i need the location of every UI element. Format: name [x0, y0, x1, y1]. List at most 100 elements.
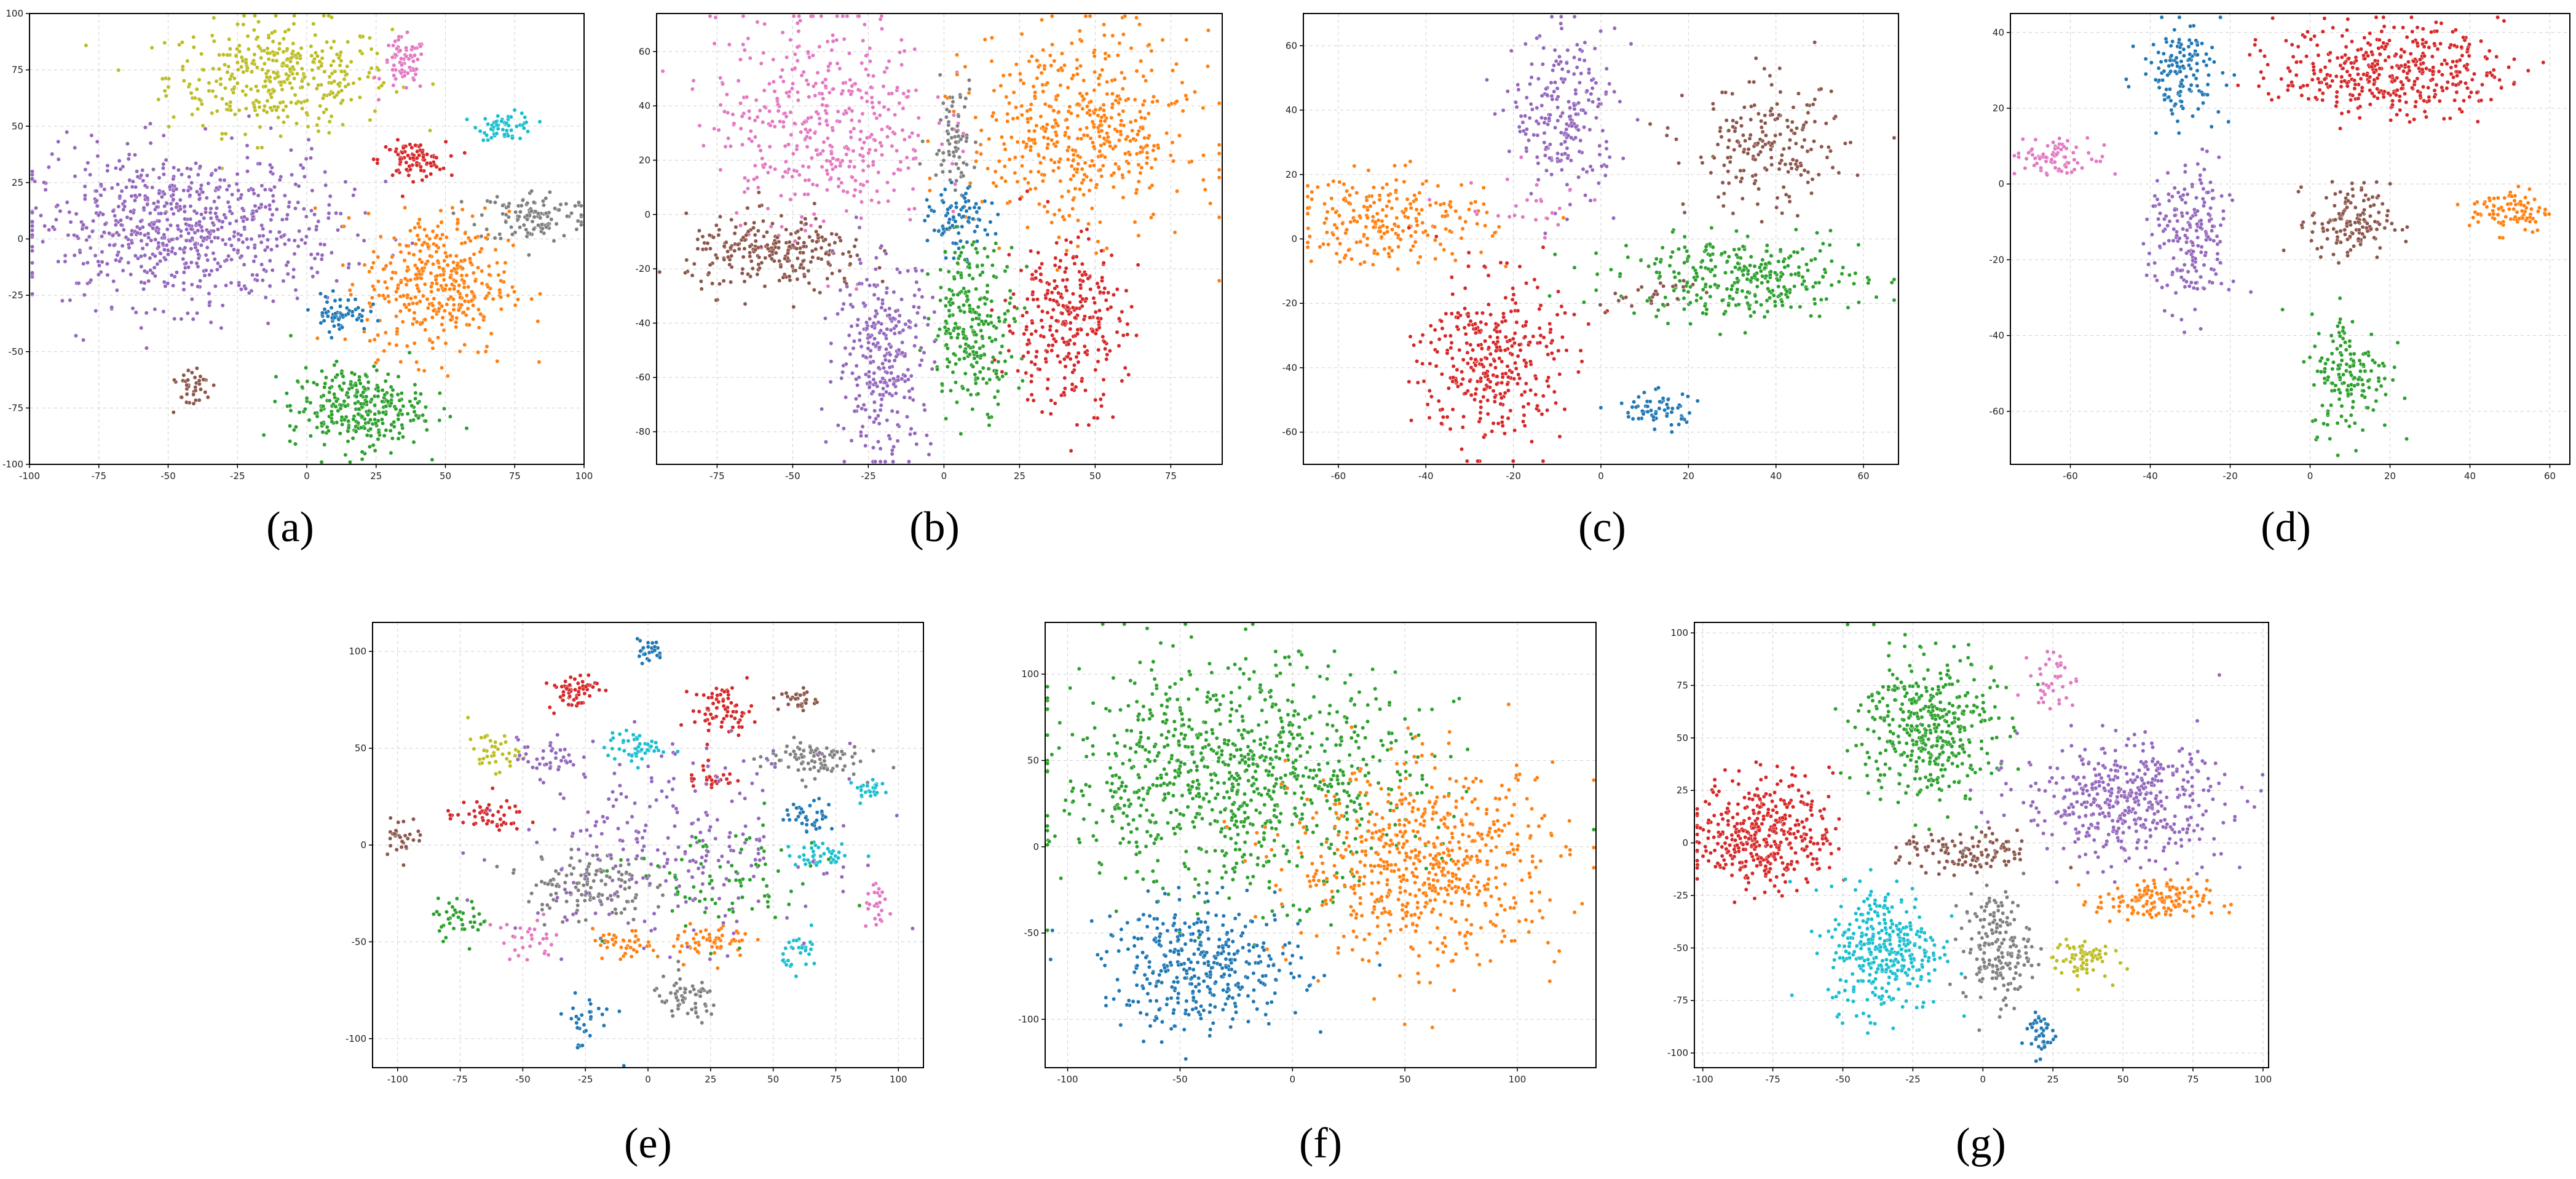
point-purple	[877, 421, 882, 426]
point-cyan	[506, 123, 511, 128]
point-orange	[387, 341, 392, 346]
point-purple	[1536, 76, 1541, 81]
y-tick-label: 50	[12, 121, 23, 132]
point-purple	[1539, 103, 1544, 108]
point-brown	[1740, 196, 1745, 201]
point-purple	[189, 180, 194, 185]
point-pink	[741, 42, 746, 47]
point-purple	[217, 165, 222, 170]
point-olive	[218, 82, 223, 87]
point-gray	[957, 155, 962, 160]
point-purple	[130, 240, 135, 245]
point-orange	[1092, 125, 1096, 129]
point-brown	[1781, 146, 1786, 151]
point-orange	[426, 245, 431, 250]
point-purple	[164, 157, 168, 162]
point-purple	[209, 173, 214, 178]
point-blue	[922, 218, 927, 223]
point-olive	[237, 43, 242, 48]
point-purple	[169, 207, 174, 212]
point-pink	[890, 144, 895, 148]
point-brown	[741, 255, 746, 260]
point-orange	[405, 293, 410, 298]
point-orange	[1085, 111, 1090, 116]
point-purple	[864, 355, 868, 360]
point-red	[1025, 350, 1030, 355]
point-purple	[224, 258, 229, 263]
point-purple	[315, 270, 320, 275]
point-pink	[752, 177, 756, 181]
point-orange	[1131, 137, 1136, 141]
point-orange	[456, 220, 460, 225]
point-red	[1129, 304, 1134, 309]
point-green	[982, 246, 987, 251]
point-orange	[416, 367, 421, 372]
point-brown	[1777, 161, 1782, 165]
point-olive	[263, 79, 267, 84]
point-purple	[224, 187, 229, 192]
point-orange	[1099, 154, 1104, 158]
point-brown	[794, 246, 799, 251]
point-blue	[982, 199, 987, 204]
point-orange	[1032, 94, 1037, 99]
point-purple	[1581, 167, 1586, 172]
point-pink	[827, 90, 832, 95]
point-red	[400, 150, 405, 155]
point-orange	[384, 263, 389, 268]
point-pink	[406, 57, 411, 62]
point-orange	[382, 280, 387, 285]
point-purple	[251, 259, 256, 264]
point-purple	[232, 247, 236, 252]
point-red	[418, 143, 423, 148]
point-pink	[847, 164, 851, 169]
point-red	[1104, 357, 1109, 362]
point-orange	[401, 293, 406, 298]
point-green	[424, 405, 428, 410]
point-purple	[271, 299, 275, 304]
point-purple	[823, 316, 828, 321]
point-purple	[112, 243, 116, 248]
point-olive	[252, 52, 257, 57]
point-green	[307, 418, 312, 423]
point-olive	[329, 114, 334, 119]
y-tick-label: -20	[636, 263, 651, 274]
point-pink	[730, 112, 735, 117]
point-orange	[1069, 111, 1073, 116]
point-brown	[750, 266, 755, 271]
point-purple	[1621, 156, 1626, 161]
point-purple	[903, 354, 907, 359]
point-brown	[690, 273, 695, 278]
point-orange	[1075, 244, 1080, 249]
point-brown	[1800, 145, 1804, 149]
point-orange	[1098, 119, 1103, 124]
point-red	[421, 154, 425, 159]
point-purple	[884, 347, 888, 352]
point-green	[993, 337, 998, 342]
point-gray	[955, 124, 960, 129]
point-red	[1011, 331, 1015, 336]
point-orange	[994, 117, 999, 122]
point-brown	[1763, 121, 1768, 125]
point-purple	[868, 354, 873, 359]
y-tick-label: 75	[12, 65, 23, 76]
point-olive	[190, 112, 195, 117]
point-purple	[93, 253, 98, 258]
point-orange	[1007, 157, 1012, 162]
point-purple	[1570, 124, 1574, 129]
point-green	[950, 301, 955, 306]
point-orange	[1040, 82, 1045, 87]
point-brown	[1718, 129, 1723, 133]
point-orange	[1155, 98, 1160, 103]
point-orange	[499, 307, 504, 312]
point-pink	[856, 14, 861, 18]
point-pink	[939, 142, 944, 146]
point-brown	[762, 284, 767, 288]
point-red	[1037, 266, 1042, 271]
point-orange	[342, 337, 347, 342]
point-pink	[893, 113, 898, 117]
point-red	[1041, 335, 1046, 339]
point-purple	[116, 182, 121, 187]
point-brown	[705, 241, 710, 245]
point-red	[1029, 248, 1033, 253]
y-tick-label: -60	[636, 372, 651, 383]
